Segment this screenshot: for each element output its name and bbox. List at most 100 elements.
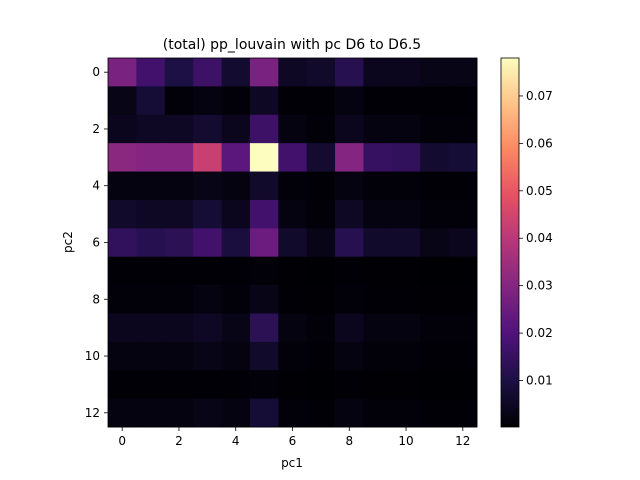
heatmap-cell bbox=[108, 86, 137, 116]
heatmap-cell bbox=[249, 256, 279, 286]
heatmap-cell bbox=[136, 313, 166, 343]
heatmap-cell bbox=[249, 114, 279, 144]
heatmap-cell bbox=[391, 370, 421, 400]
heatmap-cell bbox=[221, 256, 251, 286]
heatmap-cell bbox=[335, 341, 364, 371]
colorbar-tick-label: 0.01 bbox=[526, 374, 553, 388]
heatmap-cell bbox=[420, 285, 450, 314]
heatmap-cell bbox=[193, 58, 222, 87]
y-tick-label: 2 bbox=[92, 122, 100, 136]
heatmap-cell bbox=[363, 285, 393, 314]
heatmap-cell bbox=[221, 398, 251, 428]
heatmap-cell bbox=[164, 199, 194, 229]
y-axis-label: pc2 bbox=[61, 231, 75, 253]
colorbar-tick-label: 0.03 bbox=[526, 279, 553, 293]
heatmap-cell bbox=[391, 341, 421, 371]
heatmap-cell bbox=[249, 199, 279, 229]
y-axis-ticks: 0 2 4 6 8 10 12 bbox=[85, 65, 108, 420]
x-axis-label: pc1 bbox=[281, 456, 303, 470]
x-tick-label: 0 bbox=[118, 434, 126, 448]
heatmap-cell bbox=[193, 398, 222, 428]
heatmap-cell bbox=[278, 199, 308, 229]
heatmap-cell bbox=[363, 143, 393, 172]
heatmap-cell bbox=[391, 398, 421, 428]
heatmap-cell bbox=[108, 370, 137, 400]
heatmap-cell bbox=[420, 370, 450, 400]
heatmap-cell bbox=[164, 143, 194, 172]
heatmap-cell bbox=[108, 171, 137, 201]
heatmap-cell bbox=[448, 199, 478, 229]
heatmap-cell bbox=[108, 285, 137, 314]
heatmap-cell bbox=[391, 228, 421, 258]
colorbar-tick-label: 0.06 bbox=[526, 136, 553, 150]
heatmap-cell bbox=[108, 143, 137, 172]
heatmap-cell bbox=[221, 228, 251, 258]
heatmap-cell bbox=[306, 285, 336, 314]
heatmap-cell bbox=[335, 171, 364, 201]
heatmap-cell bbox=[420, 114, 450, 144]
colorbar-tick-label: 0.02 bbox=[526, 326, 553, 340]
heatmap-cell bbox=[249, 285, 279, 314]
x-tick-label: 6 bbox=[289, 434, 297, 448]
heatmap-cell bbox=[448, 58, 478, 87]
heatmap-cell bbox=[278, 285, 308, 314]
heatmap-cell bbox=[164, 256, 194, 286]
heatmap-cell bbox=[193, 143, 222, 172]
heatmap-cell bbox=[306, 199, 336, 229]
heatmap-cells bbox=[108, 58, 478, 428]
heatmap-cell bbox=[335, 285, 364, 314]
heatmap-cell bbox=[306, 398, 336, 428]
heatmap-cell bbox=[448, 398, 478, 428]
heatmap-cell bbox=[249, 171, 279, 201]
heatmap-cell bbox=[221, 171, 251, 201]
heatmap-cell bbox=[363, 86, 393, 116]
heatmap-cell bbox=[221, 86, 251, 116]
heatmap-cell bbox=[448, 313, 478, 343]
y-tick-label: 4 bbox=[92, 179, 100, 193]
heatmap-cell bbox=[136, 114, 166, 144]
heatmap-cell bbox=[335, 58, 364, 87]
heatmap-cell bbox=[136, 285, 166, 314]
heatmap-cell bbox=[193, 114, 222, 144]
heatmap-cell bbox=[448, 171, 478, 201]
heatmap-cell bbox=[335, 86, 364, 116]
heatmap-cell bbox=[164, 171, 194, 201]
heatmap-cell bbox=[221, 285, 251, 314]
heatmap-cell bbox=[306, 228, 336, 258]
heatmap-cell bbox=[391, 313, 421, 343]
heatmap-cell bbox=[164, 228, 194, 258]
heatmap-cell bbox=[164, 341, 194, 371]
heatmap-cell bbox=[278, 58, 308, 87]
heatmap-cell bbox=[221, 58, 251, 87]
heatmap-cell bbox=[391, 86, 421, 116]
heatmap-cell bbox=[335, 256, 364, 286]
x-tick-label: 8 bbox=[345, 434, 353, 448]
heatmap-cell bbox=[363, 228, 393, 258]
heatmap-cell bbox=[278, 256, 308, 286]
heatmap-cell bbox=[278, 370, 308, 400]
y-tick-label: 0 bbox=[92, 65, 100, 79]
heatmap-cell bbox=[193, 341, 222, 371]
x-tick-label: 4 bbox=[232, 434, 240, 448]
heatmap-cell bbox=[249, 58, 279, 87]
heatmap-cell bbox=[136, 370, 166, 400]
heatmap-cell bbox=[136, 143, 166, 172]
heatmap-cell bbox=[278, 313, 308, 343]
heatmap-cell bbox=[278, 143, 308, 172]
heatmap-cell bbox=[278, 341, 308, 371]
heatmap-cell bbox=[391, 58, 421, 87]
heatmap-cell bbox=[306, 171, 336, 201]
heatmap-cell bbox=[335, 313, 364, 343]
heatmap-cell bbox=[164, 114, 194, 144]
heatmap-cell bbox=[420, 58, 450, 87]
heatmap-cell bbox=[306, 114, 336, 144]
heatmap-cell bbox=[306, 313, 336, 343]
heatmap-cell bbox=[108, 228, 137, 258]
heatmap-cell bbox=[306, 256, 336, 286]
heatmap-cell bbox=[221, 341, 251, 371]
heatmap-cell bbox=[420, 228, 450, 258]
heatmap-cell bbox=[278, 228, 308, 258]
heatmap-cell bbox=[221, 114, 251, 144]
colorbar-tick-label: 0.07 bbox=[526, 89, 553, 103]
